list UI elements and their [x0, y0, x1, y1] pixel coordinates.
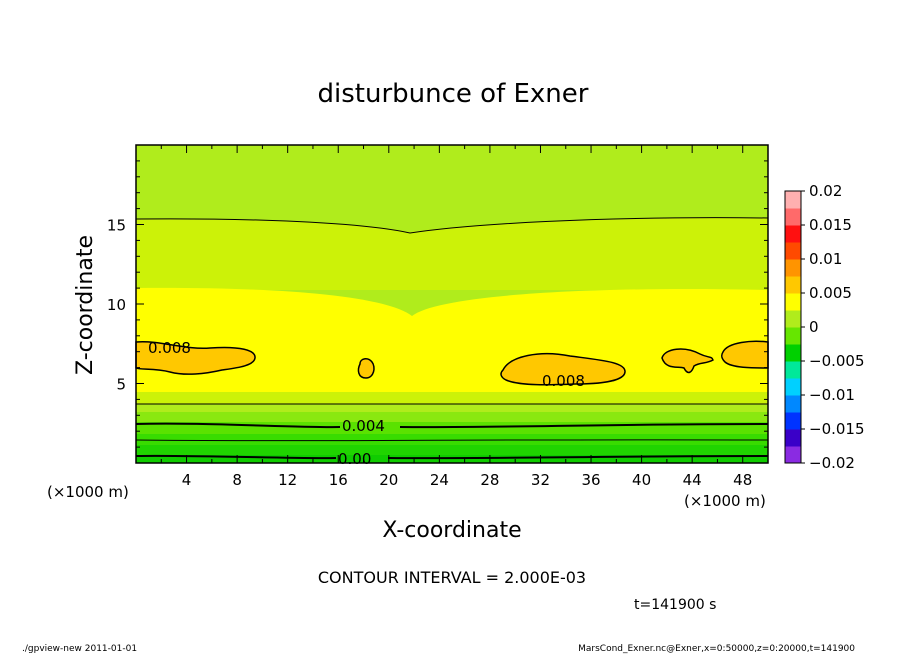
colorbar-tick-label: −0.02 — [809, 454, 855, 472]
y-axis-label: Z-coordinate — [73, 235, 98, 375]
contour-label-left: 0.008 — [148, 339, 191, 357]
footer-right: MarsCond_Exner.nc@Exner,x=0:50000,z=0:20… — [578, 644, 855, 654]
time-note: t=141900 s — [634, 597, 716, 613]
y-tick-label: 10 — [107, 296, 126, 314]
colorbar-tick-label: 0 — [809, 318, 819, 336]
x-tick-label: 32 — [531, 471, 550, 489]
colorbar-tick-label: −0.01 — [809, 386, 855, 404]
contour-line-lower-3 — [135, 439, 769, 442]
contour-line-upper — [135, 217, 769, 234]
band-lower-3 — [136, 412, 768, 422]
x-tick-label: 8 — [232, 471, 242, 489]
colorbar-tick-label: −0.015 — [809, 420, 865, 438]
x-tick-label: 24 — [430, 471, 449, 489]
colorbar-tick-label: −0.005 — [809, 352, 865, 370]
contour-interval-note: CONTOUR INTERVAL = 2.000E-03 — [318, 568, 586, 587]
x-tick-label: 44 — [683, 471, 702, 489]
colorbar-segment — [785, 344, 801, 362]
band-lower-5 — [136, 434, 768, 445]
colorbar-segment — [785, 395, 801, 413]
colorbar-segment — [785, 327, 801, 345]
plot-area: 0.008 0.008 0.004 0.00 — [135, 144, 769, 468]
band-lower-2 — [136, 404, 768, 412]
contour-line-lower-4 — [135, 454, 769, 460]
contour-label-lower: 0.004 — [342, 417, 385, 435]
colorbar-segment — [785, 259, 801, 277]
x-tick-label: 48 — [733, 471, 752, 489]
blob-right-1 — [661, 348, 714, 374]
colorbar-segment — [785, 378, 801, 396]
x-unit-left: (×1000 m) — [47, 483, 129, 501]
band-lower-6 — [136, 445, 768, 455]
colorbar-segment — [785, 293, 801, 311]
colorbar-segment — [785, 412, 801, 430]
y-axis: 5 10 15 — [107, 160, 768, 448]
blob-right-2 — [720, 340, 769, 369]
colorbar-segment — [785, 191, 801, 209]
footer-left: ./gpview-new 2011-01-01 — [22, 644, 137, 654]
x-tick-label: 4 — [182, 471, 192, 489]
band-yellow — [136, 287, 768, 392]
colorbar-tick-label: 0.02 — [809, 182, 842, 200]
colorbar-segment — [785, 276, 801, 294]
x-tick-label: 12 — [278, 471, 297, 489]
x-tick-label: 20 — [379, 471, 398, 489]
colorbar-segment — [785, 429, 801, 447]
colorbar-segment — [785, 446, 801, 464]
colorbar-tick-label: 0.015 — [809, 216, 852, 234]
contour-label-center: 0.008 — [542, 372, 585, 390]
colorbar-segment — [785, 242, 801, 260]
colorbar-segment — [785, 361, 801, 379]
x-tick-label: 28 — [480, 471, 499, 489]
x-tick-label: 40 — [632, 471, 651, 489]
blob-small — [357, 358, 375, 379]
x-tick-label: 36 — [581, 471, 600, 489]
band-upper — [136, 217, 768, 290]
x-axis: 4 8 12 16 20 24 28 32 36 40 44 48 — [160, 145, 752, 489]
x-tick-label: 16 — [329, 471, 348, 489]
band-lower-1 — [136, 392, 768, 404]
colorbar-segment — [785, 208, 801, 226]
contour-label-bottom: 0.00 — [338, 450, 371, 468]
blob-center — [500, 352, 626, 386]
chart-title: disturbunce of Exner — [318, 79, 589, 109]
colorbar-segment — [785, 225, 801, 243]
colorbar-segment — [785, 310, 801, 328]
x-axis-label: X-coordinate — [382, 518, 521, 543]
y-tick-label: 15 — [107, 217, 126, 235]
y-tick-label: 5 — [116, 376, 126, 394]
colorbar: 0.02 0.015 0.01 0.005 0 −0.005 −0.01 −0.015 −0.0… — [784, 182, 865, 472]
colorbar-tick-label: 0.005 — [809, 284, 852, 302]
contour-line-lower-2 — [135, 422, 769, 429]
x-unit-right: (×1000 m) — [684, 492, 766, 510]
blob-left — [135, 340, 256, 375]
colorbar-tick-label: 0.01 — [809, 250, 842, 268]
